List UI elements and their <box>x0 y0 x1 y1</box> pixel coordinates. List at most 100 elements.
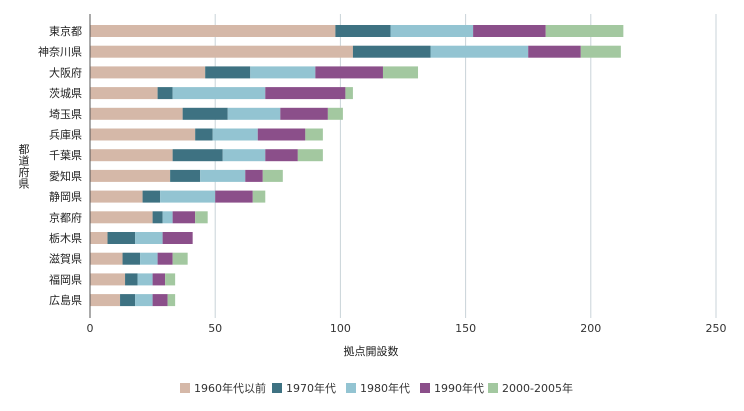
bar-segment <box>142 190 161 203</box>
bar-segment <box>90 190 143 203</box>
x-tick-label: 0 <box>87 322 94 335</box>
category-label: 千葉県 <box>49 148 82 162</box>
bar-segment <box>212 128 258 141</box>
y-axis-title: 都道府県 <box>19 143 30 191</box>
bar-segment <box>345 87 353 100</box>
bar-segment <box>90 45 353 58</box>
bar-segment <box>580 45 621 58</box>
bar-segment <box>120 294 136 307</box>
legend-label: 2000-2005年 <box>502 381 573 395</box>
bar-segment <box>545 25 624 37</box>
bar-segment <box>430 45 529 58</box>
x-tick-labels: 0 50 100 150 200 250 <box>87 322 727 335</box>
bar-segment <box>157 87 173 100</box>
bar-segment <box>170 169 201 182</box>
category-labels: 東京都神奈川県大阪府茨城県埼玉県兵庫県千葉県愛知県静岡県京都府栃木県滋賀県福岡県… <box>38 24 82 307</box>
legend-swatch <box>272 383 282 393</box>
bar-segment <box>195 211 208 224</box>
bar-segment <box>172 252 188 265</box>
bar-segment <box>227 107 281 120</box>
category-label: 茨城県 <box>49 86 82 100</box>
legend: 1960年代以前 1970年代 1980年代 1990年代 2000-2005年 <box>180 381 573 395</box>
bar-segment <box>90 252 123 265</box>
category-label: 栃木県 <box>49 231 82 245</box>
category-label: 静岡県 <box>49 190 82 204</box>
bar-segment <box>265 149 298 162</box>
category-label: 滋賀県 <box>49 253 82 266</box>
bar-segment <box>90 149 173 162</box>
bar-segment <box>90 107 183 120</box>
bar-segment <box>160 190 216 203</box>
category-label: 兵庫県 <box>49 128 82 142</box>
x-tick-label: 200 <box>580 322 601 335</box>
bar-segment <box>165 273 176 286</box>
bar-segment <box>305 128 323 141</box>
bar-segment <box>122 252 141 265</box>
legend-swatch <box>420 383 430 393</box>
bars <box>90 25 624 307</box>
x-tick-label: 100 <box>330 322 351 335</box>
bar-segment <box>90 87 158 100</box>
x-tick-label: 250 <box>706 322 727 335</box>
bar-segment <box>265 87 346 100</box>
bar-segment <box>215 190 253 203</box>
bar-segment <box>250 66 316 79</box>
bar-segment <box>172 149 223 162</box>
bar-segment <box>172 211 196 224</box>
bar-segment <box>528 45 581 58</box>
bar-segment <box>135 294 153 307</box>
bar-segment <box>90 66 206 79</box>
x-tick-label: 150 <box>455 322 476 335</box>
bar-segment <box>200 169 246 182</box>
bar-segment <box>90 294 121 307</box>
legend-swatch <box>180 383 190 393</box>
bar-segment <box>90 128 196 141</box>
x-tick-label: 50 <box>208 322 222 335</box>
category-label: 埼玉県 <box>49 107 82 121</box>
bar-segment <box>257 128 306 141</box>
x-axis-title: 拠点開設数 <box>344 344 399 358</box>
gridlines <box>214 14 717 318</box>
category-label: 広島県 <box>49 293 82 307</box>
legend-swatch <box>488 383 498 393</box>
bar-segment <box>90 211 153 224</box>
bar-segment <box>152 273 166 286</box>
bar-segment <box>140 252 158 265</box>
bar-segment <box>315 66 383 79</box>
bar-segment <box>162 211 173 224</box>
category-label: 神奈川県 <box>38 45 82 59</box>
bar-segment <box>473 25 546 37</box>
bar-segment <box>205 66 251 79</box>
bar-segment <box>172 87 266 100</box>
category-label: 東京都 <box>49 24 82 38</box>
bar-segment <box>195 128 213 141</box>
bar-segment <box>90 169 171 182</box>
bar-segment <box>162 232 193 244</box>
bar-segment <box>157 252 173 265</box>
bar-segment <box>107 232 136 244</box>
bar-segment <box>167 294 176 307</box>
category-label: 福岡県 <box>49 272 82 286</box>
bar-segment <box>327 107 343 120</box>
bar-segment <box>262 169 283 182</box>
category-label: 大阪府 <box>49 65 82 79</box>
bar-segment <box>390 25 474 37</box>
bar-segment <box>280 107 328 120</box>
bar-segment <box>222 149 266 162</box>
bar-segment <box>152 211 163 224</box>
category-label: 京都府 <box>49 210 82 224</box>
bar-segment <box>245 169 263 182</box>
legend-label: 1970年代 <box>286 381 336 395</box>
bar-segment <box>135 232 163 244</box>
legend-label: 1980年代 <box>360 381 410 395</box>
category-label: 愛知県 <box>49 169 82 183</box>
bar-segment <box>152 294 168 307</box>
bar-segment <box>90 25 336 37</box>
legend-swatch <box>346 383 356 393</box>
bar-segment <box>252 190 266 203</box>
bar-segment <box>90 232 108 244</box>
bar-segment <box>182 107 228 120</box>
bar-segment <box>125 273 138 286</box>
bar-segment <box>137 273 153 286</box>
